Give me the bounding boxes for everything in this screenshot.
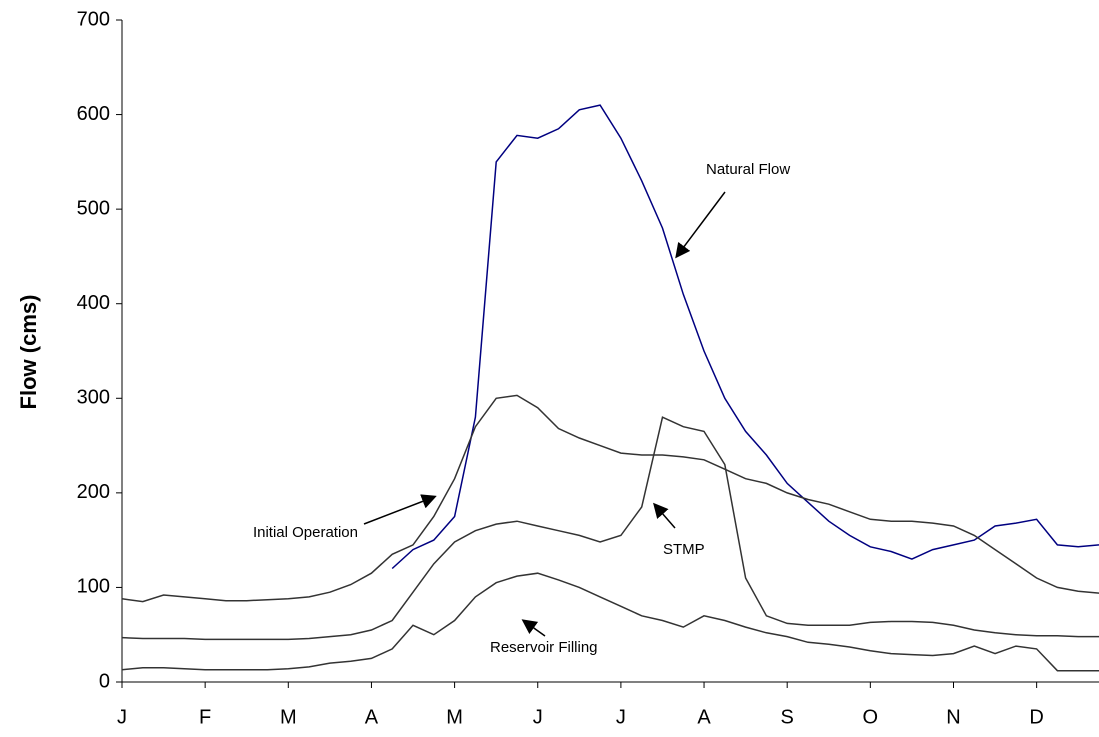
x-tick-label: O (863, 706, 879, 728)
x-tick-label: A (365, 706, 379, 728)
x-tick-label: N (946, 706, 960, 728)
x-tick-label: A (697, 706, 711, 728)
line (391, 104, 1099, 570)
x-tick-label: J (533, 706, 543, 728)
y-tick-label: 400 (77, 292, 110, 314)
line (121, 416, 1099, 641)
series-label: STMP (663, 541, 705, 558)
y-tick-label: 200 (77, 481, 110, 503)
line (121, 394, 1099, 603)
x-tick-label: D (1029, 706, 1043, 728)
x-tick-label: M (280, 706, 297, 728)
y-tick-label: 700 (77, 8, 110, 30)
y-tick-label: 100 (77, 576, 110, 598)
y-tick-label: 0 (99, 670, 110, 692)
x-tick-label: S (781, 706, 794, 728)
x-tick-label: F (199, 706, 211, 728)
series-label: Natural Flow (706, 161, 790, 178)
line (121, 572, 1099, 672)
x-tick-label: J (117, 706, 127, 728)
x-tick-label: J (616, 706, 626, 728)
series-label: Initial Operation (253, 524, 358, 541)
y-tick-label: 300 (77, 387, 110, 409)
y-tick-label: 500 (77, 197, 110, 219)
series-label: Reservoir Filling (490, 639, 598, 656)
y-tick-label: 600 (77, 103, 110, 125)
x-tick-label: M (446, 706, 463, 728)
y-axis-label: Flow (cms) (16, 295, 41, 410)
annotation-arrows (363, 191, 726, 637)
